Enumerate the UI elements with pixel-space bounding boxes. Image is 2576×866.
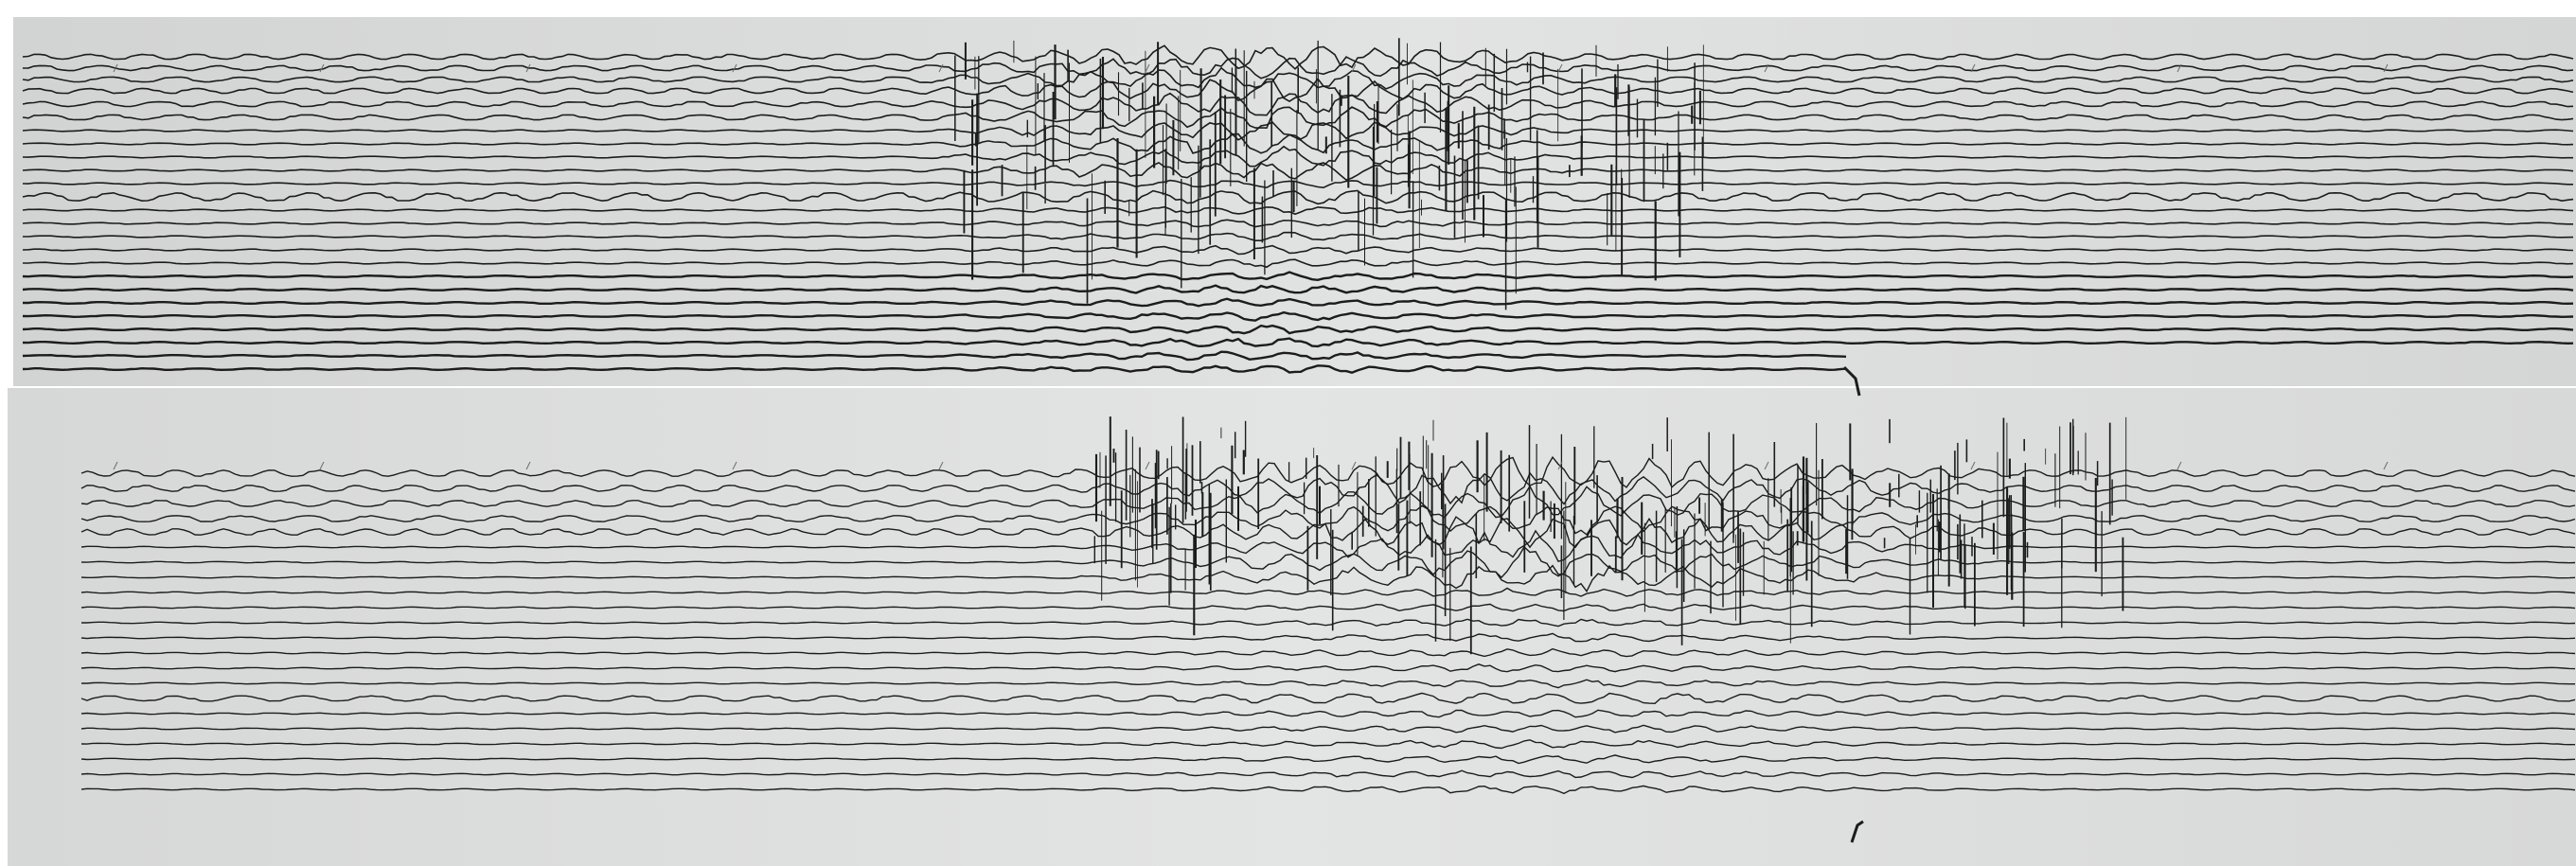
lower-trace-group (80, 455, 2576, 795)
minute-tick (113, 461, 118, 470)
minute-tick (2176, 63, 2182, 73)
time-marks (113, 63, 2389, 470)
lower-trace (80, 754, 2576, 765)
upper-trace (23, 231, 2574, 241)
lower-trace (80, 709, 2576, 718)
lower-trace (81, 679, 2575, 689)
minute-tick (525, 63, 531, 73)
upper-trace (22, 219, 2573, 228)
lower-trace (80, 739, 2575, 750)
minute-tick (1145, 461, 1150, 470)
upper-trace (22, 56, 2574, 80)
upper-trace (22, 350, 1847, 362)
minute-tick (1557, 461, 1563, 470)
upper-trace (22, 310, 2574, 322)
upper-trace (22, 337, 2574, 348)
lower-trace (80, 692, 2576, 705)
minute-tick (1970, 63, 1976, 73)
lower-trace (80, 455, 2576, 488)
upper-trace (23, 258, 2574, 269)
minute-tick (319, 461, 325, 470)
minute-tick (2383, 461, 2389, 470)
upper-trace (22, 179, 2573, 189)
minute-tick (732, 63, 737, 73)
lower-paper-panel (8, 388, 2576, 866)
upper-trace (22, 284, 2574, 294)
upper-trace (22, 145, 2573, 168)
lower-event-spikes (1093, 416, 2127, 655)
minute-tick (1764, 461, 1769, 470)
lower-trace (80, 603, 2576, 612)
minute-tick (319, 63, 325, 73)
upper-event-spikes (954, 38, 1704, 310)
lower-trace (80, 647, 2576, 658)
upper-trace (22, 44, 2574, 70)
upper-trace (22, 205, 2574, 216)
minute-tick (938, 63, 944, 73)
lower-trace (80, 471, 2576, 505)
minute-tick (1351, 461, 1357, 470)
minute-tick (1557, 63, 1563, 73)
minute-tick (732, 461, 737, 470)
minute-tick (1351, 63, 1357, 73)
minute-tick (525, 461, 531, 470)
minute-tick (1970, 461, 1976, 470)
upper-trace (22, 324, 2574, 335)
lower-trace (81, 618, 2576, 627)
lower-trace (80, 769, 2576, 779)
lower-trace-end-hook (1850, 820, 1864, 843)
upper-trace (22, 244, 2574, 256)
minute-tick (113, 63, 118, 73)
minute-tick (2176, 461, 2182, 470)
minute-tick (1764, 63, 1769, 73)
lower-trace (80, 504, 2576, 536)
lower-trace (80, 564, 2576, 593)
upper-trace (22, 133, 2574, 154)
lower-trace (80, 485, 2576, 519)
lower-trace (80, 724, 2576, 733)
lower-trace (80, 587, 2576, 597)
upper-trace (22, 121, 2574, 141)
minute-tick (1145, 63, 1150, 73)
lower-trace (80, 545, 2576, 579)
lower-trace (80, 632, 2576, 643)
lower-trace (80, 516, 2576, 549)
lower-trace (80, 663, 2576, 673)
upper-trace (22, 189, 2574, 205)
minute-tick (938, 461, 944, 470)
upper-trace (22, 364, 1847, 374)
upper-trace (22, 161, 2574, 181)
lower-trace (80, 785, 2576, 795)
lower-trace (80, 529, 2576, 563)
upper-trace-group (22, 44, 2574, 374)
upper-trace (23, 297, 2574, 308)
minute-tick (2383, 63, 2389, 73)
upper-trace (22, 271, 2574, 282)
upper-trace-end-hook (1842, 365, 1861, 397)
